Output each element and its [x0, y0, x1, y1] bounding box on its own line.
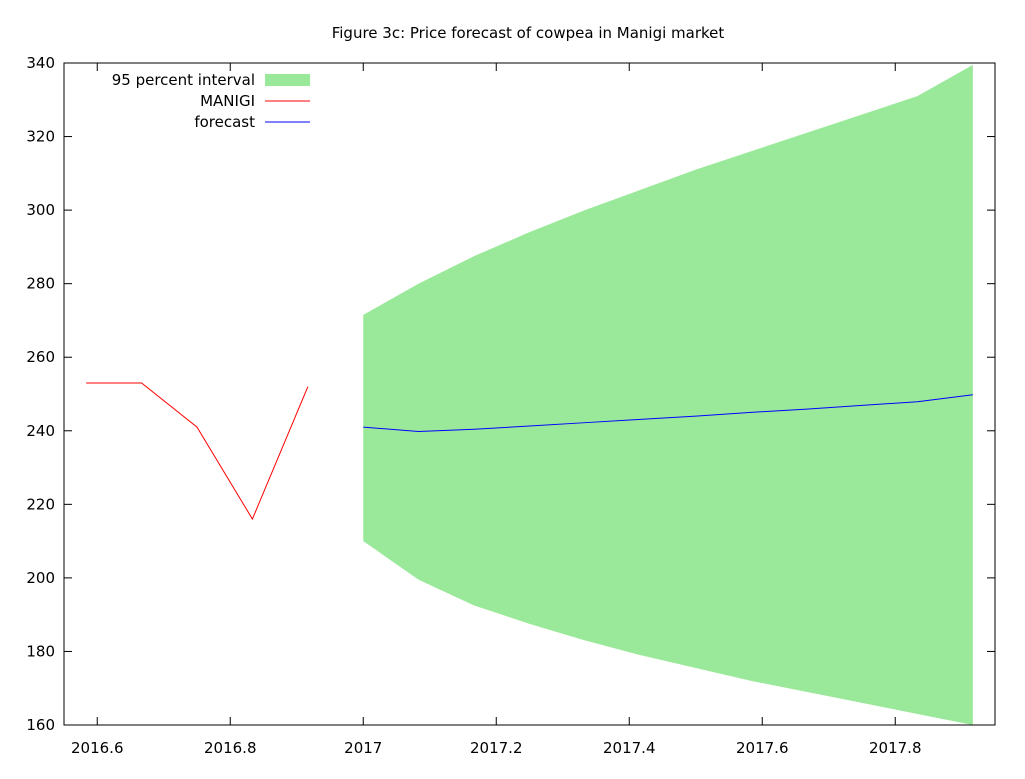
chart-title: Figure 3c: Price forecast of cowpea in M… — [332, 24, 725, 42]
y-tick-label: 300 — [26, 201, 55, 219]
y-tick-label: 240 — [26, 422, 55, 440]
legend-label: MANIGI — [200, 92, 255, 110]
axes: 160 180 200 220 240 260 280 300 320 340 2016.6 2016… — [26, 54, 996, 757]
x-tick-label: 2017.2 — [470, 739, 523, 757]
x-tick-label: 2017.4 — [603, 739, 656, 757]
y-tick-label: 320 — [26, 128, 55, 146]
y-tick-label: 160 — [26, 716, 55, 734]
legend-swatch-band — [265, 74, 310, 86]
plot-frame — [63, 62, 996, 726]
y-tick-label: 280 — [26, 275, 55, 293]
x-tick-label: 2016.6 — [71, 739, 124, 757]
y-tick-label: 260 — [26, 348, 55, 366]
y-tick-label: 180 — [26, 642, 55, 660]
series-line-forecast — [363, 394, 973, 433]
y-tick-label: 220 — [26, 495, 55, 513]
x-tick-label: 2017 — [344, 739, 382, 757]
x-tick-label: 2017.8 — [869, 739, 922, 757]
y-tick-label: 340 — [26, 54, 55, 72]
legend-label: forecast — [194, 113, 255, 131]
series-line-manigi — [86, 382, 309, 521]
legend: 95 percent interval MANIGI forecast — [112, 71, 310, 131]
y-tick-label: 200 — [26, 569, 55, 587]
x-tick-label: 2016.8 — [204, 739, 257, 757]
interval-band — [363, 64, 973, 726]
legend-label: 95 percent interval — [112, 71, 255, 89]
plot-area — [86, 64, 973, 726]
x-tick-label: 2017.6 — [736, 739, 789, 757]
